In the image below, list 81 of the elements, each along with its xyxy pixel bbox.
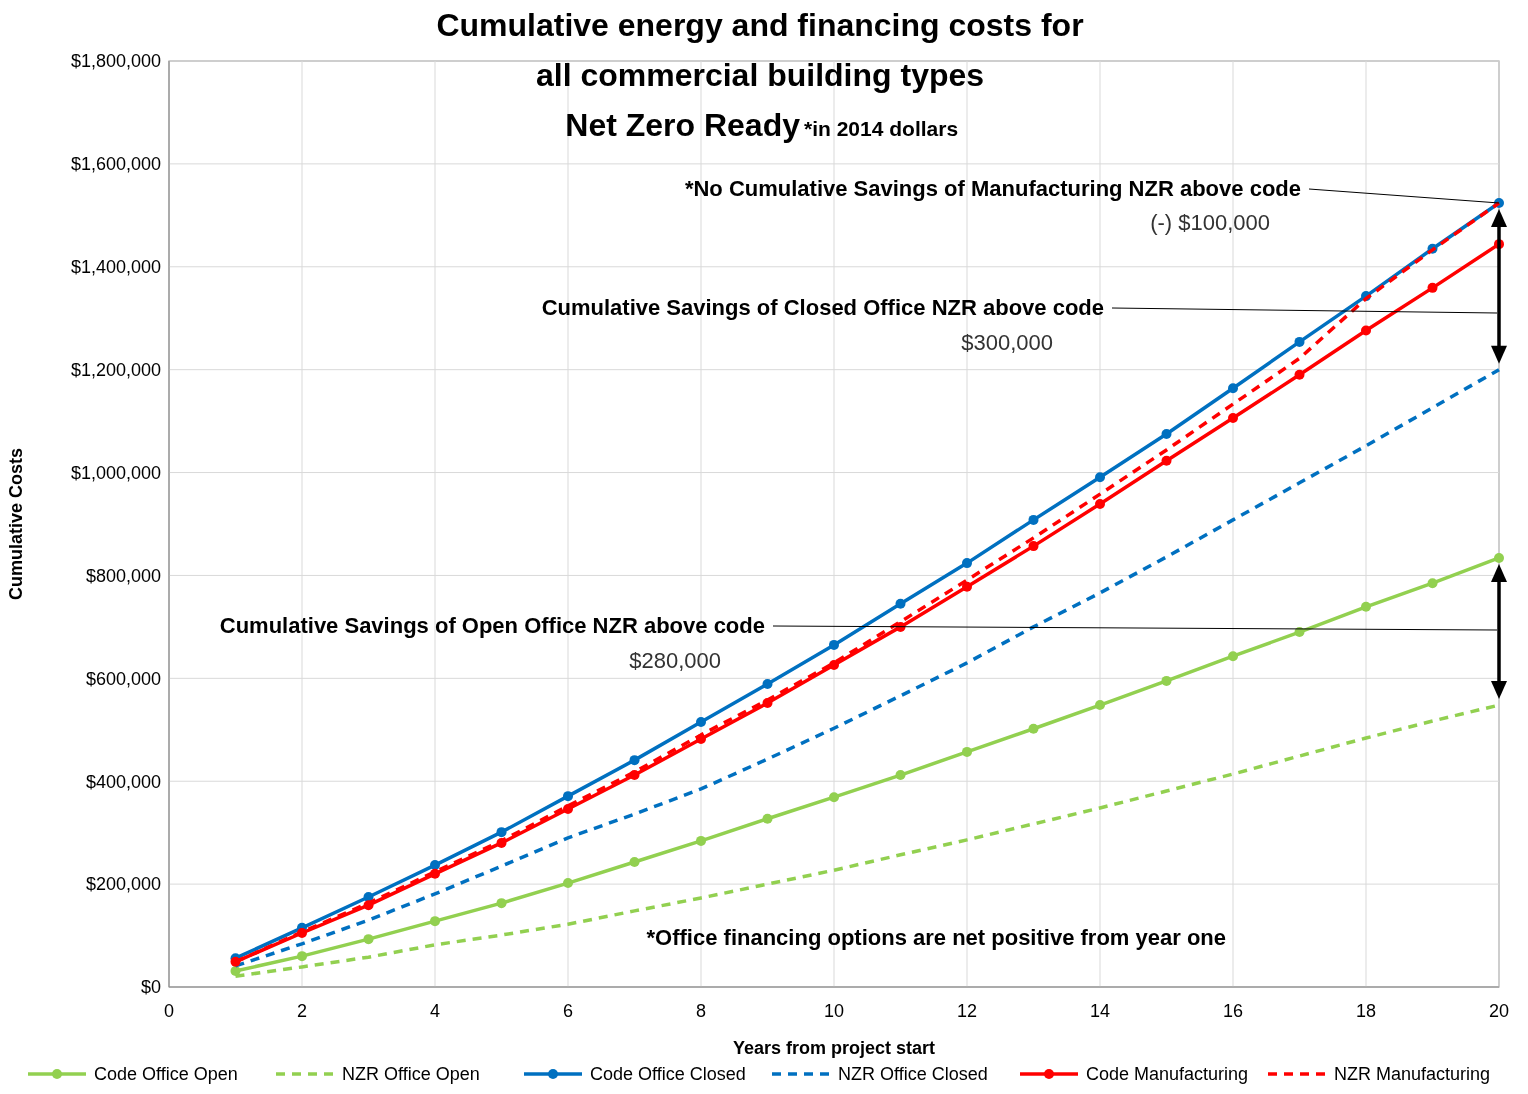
- point: [1161, 455, 1172, 466]
- point: [496, 898, 507, 909]
- point: [1028, 723, 1039, 734]
- annotation: *Office financing options are net positive from year one: [646, 925, 1226, 950]
- point: [1427, 578, 1438, 589]
- y-tick-label: $1,800,000: [70, 51, 161, 72]
- point: [1494, 552, 1504, 563]
- annotation: $280,000: [629, 648, 721, 673]
- x-axis-title: Years from project start: [732, 1038, 936, 1058]
- point: [895, 598, 906, 609]
- point: [1028, 541, 1039, 552]
- y-tick-label: $200,000: [85, 874, 161, 895]
- y-tick-label: $0: [140, 977, 161, 998]
- x-tick-label: 4: [429, 1001, 441, 1021]
- point: [496, 827, 507, 838]
- point: [962, 581, 972, 592]
- point: [430, 916, 440, 927]
- legend-label: NZR Office Open: [342, 1064, 480, 1084]
- point: [1294, 369, 1305, 380]
- point: [1228, 413, 1238, 424]
- point: [363, 934, 374, 945]
- text: Net Zero Ready: [565, 107, 801, 143]
- point: [1427, 282, 1438, 293]
- legend-label: Code Office Open: [94, 1064, 238, 1084]
- y-tick-label: $800,000: [85, 565, 161, 586]
- legend-label: Code Office Closed: [590, 1064, 746, 1084]
- annotation: (-) $100,000: [1150, 210, 1270, 235]
- annotation: *No Cumulative Savings of Manufacturing NZR above code: [684, 176, 1301, 201]
- x-tick-label: 6: [562, 1001, 574, 1021]
- x-tick-label: 12: [956, 1001, 978, 1021]
- point: [1095, 700, 1105, 711]
- point: [1161, 428, 1172, 439]
- y-tick-label: $600,000: [85, 668, 161, 689]
- point: [962, 746, 972, 757]
- point: [629, 856, 640, 867]
- y-tick-label: $1,600,000: [70, 154, 161, 175]
- x-tick-label: 2: [296, 1001, 308, 1021]
- y-tick-label: $1,400,000: [70, 257, 161, 278]
- x-tick-label: 16: [1222, 1001, 1244, 1021]
- point: [962, 558, 972, 569]
- point: [829, 792, 839, 803]
- y-tick-label: $1,000,000: [70, 462, 161, 483]
- annotation: *in 2014 dollars: [804, 117, 959, 140]
- legend-label: NZR Office Closed: [838, 1064, 988, 1084]
- annotation: $300,000: [961, 330, 1053, 355]
- point: [762, 678, 773, 689]
- chart-title: Cumulative energy and financing costs for all commercial building types: [436, 7, 1084, 93]
- point: [895, 770, 906, 781]
- y-tick-label: $1,200,000: [70, 359, 161, 380]
- point: [696, 717, 706, 728]
- point: [1028, 514, 1039, 525]
- legend-label: NZR Manufacturing: [1334, 1064, 1491, 1084]
- point: [829, 659, 839, 670]
- point: [762, 813, 773, 824]
- point: [563, 804, 573, 814]
- x-tick-label: 0: [163, 1001, 175, 1021]
- point: [1228, 383, 1238, 394]
- point: [1228, 651, 1238, 662]
- point: [696, 835, 706, 846]
- point: [1361, 325, 1371, 336]
- annotation: Cumulative Savings of Open Office NZR above code: [219, 613, 765, 638]
- x-tick-label: 18: [1355, 1001, 1377, 1021]
- y-tick-label: $400,000: [85, 771, 161, 792]
- point: [563, 878, 573, 889]
- point: [297, 951, 307, 962]
- point: [563, 791, 573, 802]
- x-tick-label: 8: [695, 1001, 707, 1021]
- annotation: Cumulative Savings of Closed Office NZR above code: [541, 295, 1104, 320]
- legend-label: Code Manufacturing: [1086, 1064, 1249, 1084]
- x-tick-label: 10: [823, 1001, 845, 1021]
- point: [1294, 336, 1305, 347]
- point: [1361, 601, 1371, 612]
- y-axis-title: Cumulative Costs: [6, 447, 26, 601]
- point: [1095, 472, 1105, 483]
- point: [629, 755, 640, 766]
- x-tick-label: 20: [1488, 1001, 1510, 1021]
- point: [1161, 675, 1172, 686]
- point: [1095, 498, 1105, 509]
- point: [430, 860, 440, 871]
- x-tick-label: 14: [1089, 1001, 1111, 1021]
- point: [829, 639, 839, 650]
